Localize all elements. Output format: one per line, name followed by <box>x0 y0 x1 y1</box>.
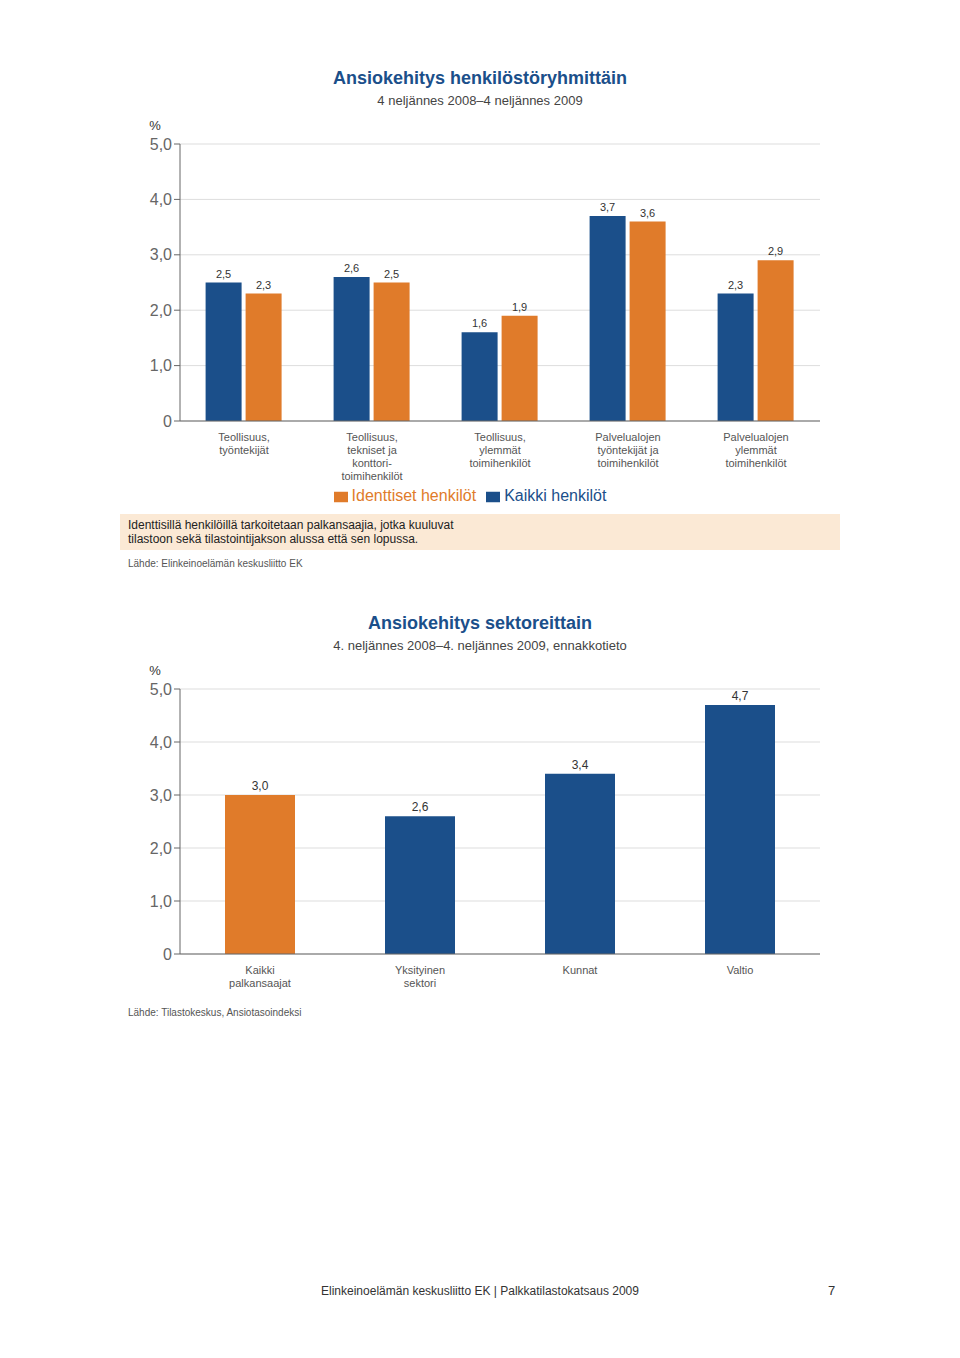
html-text:Lähde: Tilastokeskus, Ansiotas: Lähde: Tilastokeskus, Ansiotasoindeksi <box>128 1007 302 1018</box>
svg-text:2,6: 2,6 <box>412 800 429 814</box>
svg-text:3,0: 3,0 <box>150 246 172 263</box>
html-text:Ansiokehitys henkilöstöryhmitt: Ansiokehitys henkilöstöryhmittäin <box>333 68 627 88</box>
svg-text:0: 0 <box>163 946 172 963</box>
svg-text:3,6: 3,6 <box>640 207 655 219</box>
svg-text:3,7: 3,7 <box>600 201 615 213</box>
svg-text:1,0: 1,0 <box>150 893 172 910</box>
svg-text:Kunnat: Kunnat <box>563 964 598 976</box>
svg-text:2,9: 2,9 <box>768 245 783 257</box>
svg-text:2,6: 2,6 <box>344 262 359 274</box>
svg-text:4,0: 4,0 <box>150 191 172 208</box>
svg-text:4,0: 4,0 <box>150 734 172 751</box>
svg-text:%: % <box>149 663 161 678</box>
svg-text:2,3: 2,3 <box>728 279 743 291</box>
html-text:Kaikki henkilöt: Kaikki henkilöt <box>504 487 607 504</box>
svg-text:Valtio: Valtio <box>727 964 754 976</box>
svg-text:4,7: 4,7 <box>732 689 749 703</box>
svg-text:Teollisuus,työntekijät: Teollisuus,työntekijät <box>218 431 269 456</box>
svg-text:2,5: 2,5 <box>216 268 231 280</box>
html-text:4. neljännes 2008–4. neljännes: 4. neljännes 2008–4. neljännes 2009, enn… <box>333 638 627 653</box>
html-text:4 neljännes 2008–4 neljännes 2: 4 neljännes 2008–4 neljännes 2009 <box>377 93 583 108</box>
svg-text:Teollisuus,tekniset jakonttori: Teollisuus,tekniset jakonttori-toimihenk… <box>341 431 402 482</box>
svg-text:Palvelualojentyöntekijät jatoi: Palvelualojentyöntekijät jatoimihenkilöt <box>595 431 660 469</box>
svg-text:1,9: 1,9 <box>512 301 527 313</box>
svg-text:Kaikkipalkansaajat: Kaikkipalkansaajat <box>229 964 291 989</box>
svg-text:5,0: 5,0 <box>150 681 172 698</box>
svg-text:Palvelualojenylemmättoimihenki: Palvelualojenylemmättoimihenkilöt <box>723 431 788 469</box>
svg-text:5,0: 5,0 <box>150 136 172 153</box>
svg-text:2,0: 2,0 <box>150 840 172 857</box>
svg-text:Yksityinensektori: Yksityinensektori <box>395 964 445 989</box>
html-text:Identtisillä henkilöillä tarko: Identtisillä henkilöillä tarkoitetaan pa… <box>128 518 454 546</box>
svg-text:0: 0 <box>163 413 172 430</box>
html-text:Identtiset henkilöt: Identtiset henkilöt <box>351 487 477 504</box>
svg-text:1,0: 1,0 <box>150 357 172 374</box>
svg-text:1,6: 1,6 <box>472 317 487 329</box>
html-text:Elinkeinoelämän keskusliitto E: Elinkeinoelämän keskusliitto EK | Palkka… <box>321 1284 639 1298</box>
svg-text:2,0: 2,0 <box>150 302 172 319</box>
svg-text:%: % <box>149 118 161 133</box>
html-text:7: 7 <box>828 1283 836 1298</box>
svg-text:3,0: 3,0 <box>252 779 269 793</box>
svg-text:Teollisuus,ylemmättoimihenkilö: Teollisuus,ylemmättoimihenkilöt <box>469 431 530 469</box>
svg-text:2,3: 2,3 <box>256 279 271 291</box>
svg-text:3,0: 3,0 <box>150 787 172 804</box>
html-text:Ansiokehitys sektoreittain: Ansiokehitys sektoreittain <box>368 613 592 633</box>
html-text:Lähde: Elinkeinoelämän keskusl: Lähde: Elinkeinoelämän keskusliitto EK <box>128 558 303 569</box>
svg-text:3,4: 3,4 <box>572 758 589 772</box>
svg-text:2,5: 2,5 <box>384 268 399 280</box>
